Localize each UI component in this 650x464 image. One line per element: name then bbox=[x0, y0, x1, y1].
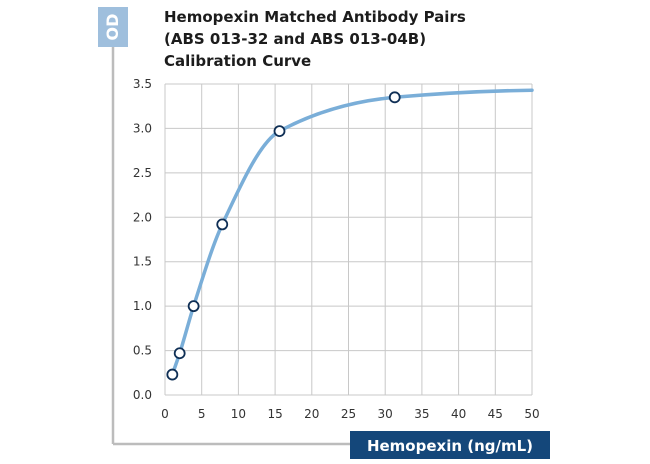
data-point bbox=[273, 125, 286, 137]
y-tick-label: 0.0 bbox=[133, 388, 152, 402]
x-tick-label: 30 bbox=[378, 407, 393, 421]
y-tick-label: 2.5 bbox=[133, 166, 152, 180]
y-tick-label: 0.5 bbox=[133, 344, 152, 358]
x-tick-label: 35 bbox=[414, 407, 429, 421]
data-point bbox=[187, 300, 200, 313]
data-point bbox=[166, 368, 179, 381]
chart-title-line-3: Calibration Curve bbox=[164, 52, 311, 70]
x-tick-label: 50 bbox=[524, 407, 539, 421]
data-point bbox=[173, 347, 186, 360]
y-axis-label: OD bbox=[103, 14, 122, 41]
x-tick-label: 20 bbox=[304, 407, 319, 421]
x-axis-label: Hemopexin (ng/mL) bbox=[367, 437, 533, 455]
y-tick-label: 2.0 bbox=[133, 210, 152, 224]
data-point bbox=[216, 218, 229, 231]
data-point-layer bbox=[166, 91, 401, 381]
x-axis-label-box bbox=[350, 431, 550, 459]
x-tick-label: 10 bbox=[231, 407, 246, 421]
y-axis-label-box bbox=[98, 7, 128, 47]
chart-title-line-2: (ABS 013-32 and ABS 013-04B) bbox=[164, 30, 426, 48]
x-tick-label: 15 bbox=[267, 407, 282, 421]
x-tick-label: 40 bbox=[451, 407, 466, 421]
y-tick-label: 1.0 bbox=[133, 299, 152, 313]
fit-curve bbox=[170, 88, 534, 377]
y-tick-label: 3.5 bbox=[133, 77, 152, 91]
tick-label-layer: 0 5 10 15 20 25 30 35 40 45 50 0.0 0.5 1.0 1.5 2.0 2.5 3.… bbox=[133, 77, 540, 421]
grid-layer bbox=[164, 83, 533, 396]
y-tick-label: 1.5 bbox=[133, 255, 152, 269]
x-tick-label: 0 bbox=[161, 407, 169, 421]
x-tick-label: 45 bbox=[488, 407, 503, 421]
x-tick-label: 25 bbox=[341, 407, 356, 421]
chart-title-line-1: Hemopexin Matched Antibody Pairs bbox=[164, 8, 466, 26]
x-tick-label: 5 bbox=[198, 407, 206, 421]
data-point bbox=[388, 91, 401, 104]
y-tick-label: 3.0 bbox=[133, 121, 152, 135]
